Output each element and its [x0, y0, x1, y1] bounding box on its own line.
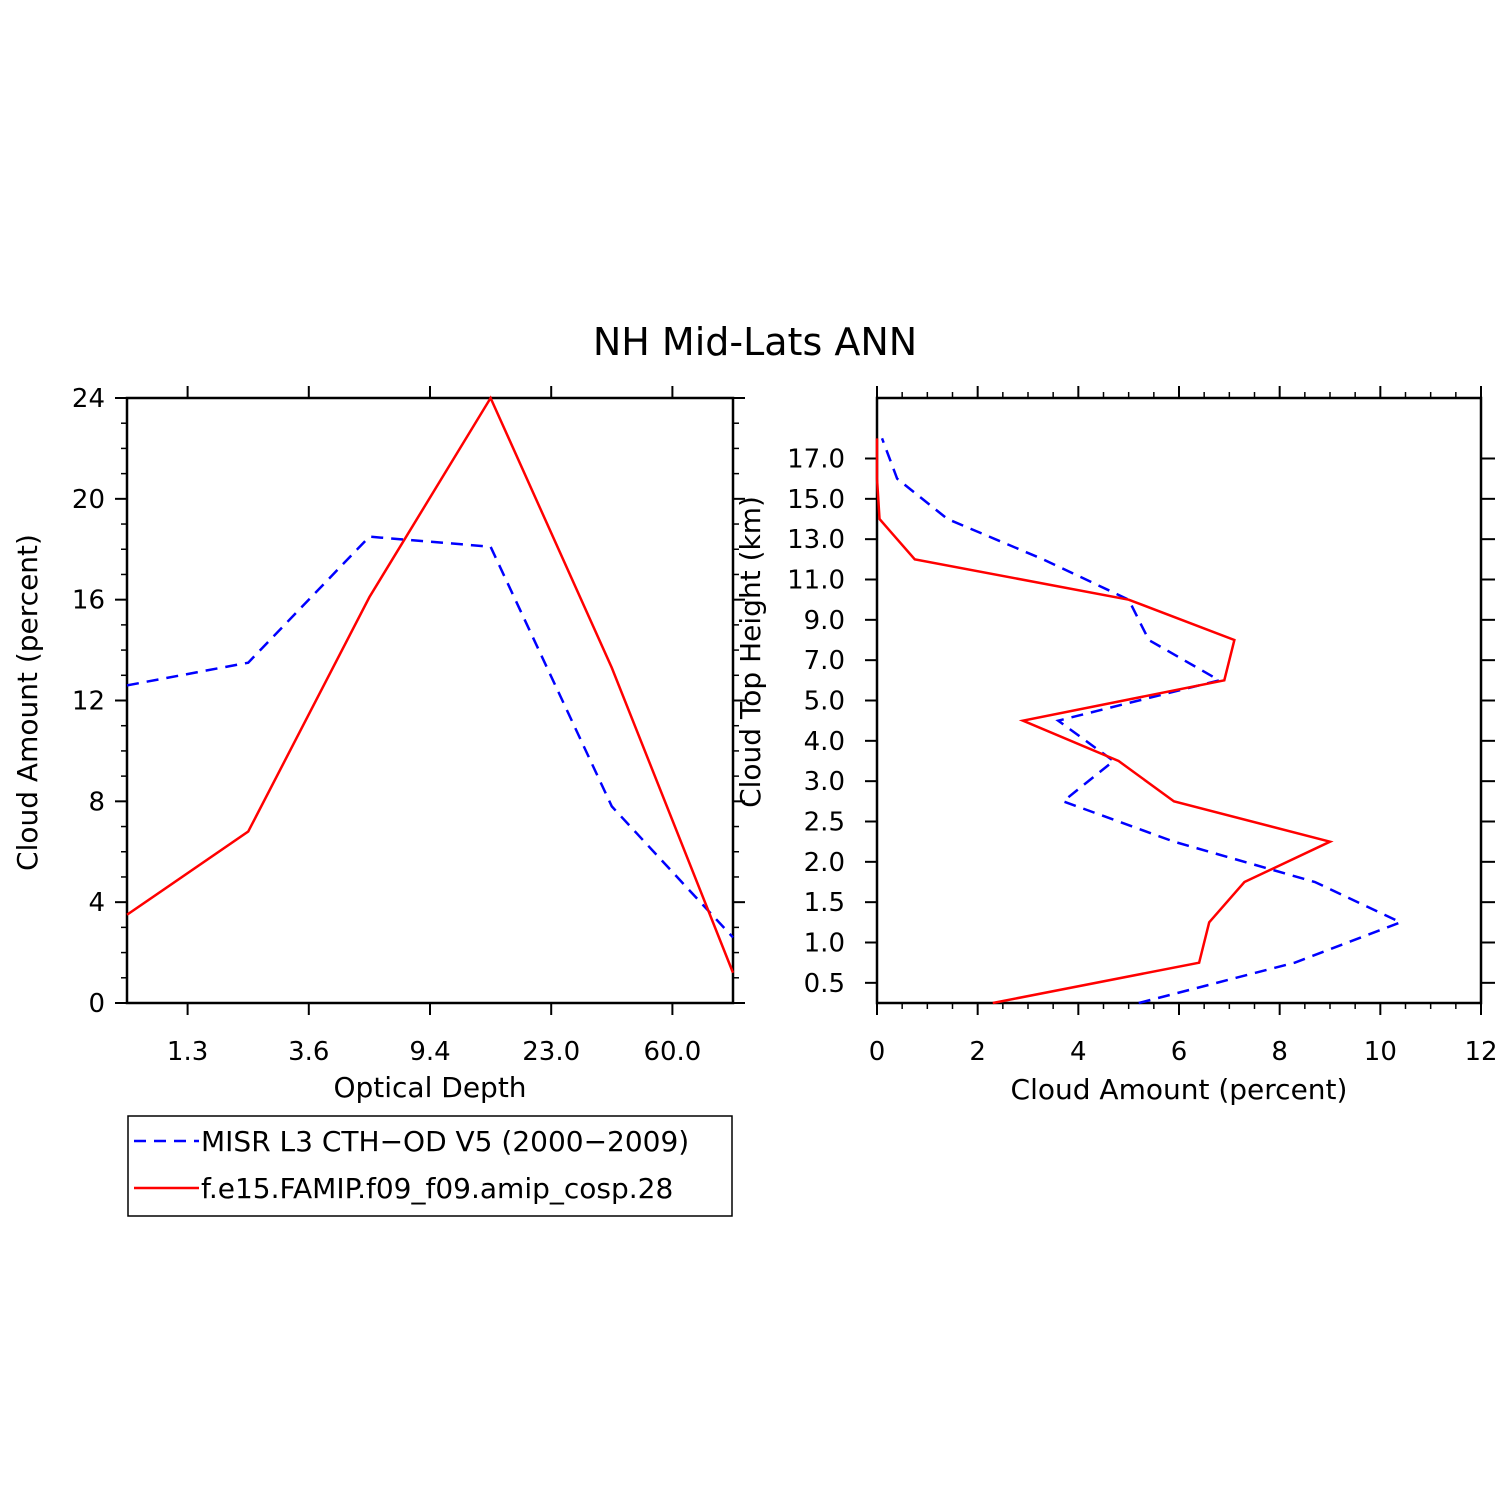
y-tick-label: 13.0	[787, 525, 845, 555]
x-tick-label: 4	[1070, 1037, 1087, 1067]
x-axis-label: Cloud Amount (percent)	[1011, 1073, 1348, 1106]
plot-frame	[125, 396, 735, 1005]
x-tick-label: 0	[869, 1037, 886, 1067]
cloud-top-height-panel: 0 2 4 6 8 10 12 0.5 1.0 1.5 2.0 2.5 3.0 4.0 5.0 7.0 9.0 1…	[734, 386, 1498, 1106]
y-axis-label: Cloud Top Height (km)	[734, 496, 767, 808]
y-tick-label: 4	[88, 888, 105, 918]
y-tick-label: 0.5	[804, 969, 845, 999]
legend-label-model: f.e15.FAMIP.f09_f09.amip_cosp.28	[201, 1172, 673, 1205]
series-line-model	[875, 438, 1334, 1005]
x-tick-label: 3.6	[288, 1037, 329, 1067]
x-tick-label: 2	[969, 1037, 986, 1067]
x-tick-label: 1.3	[167, 1037, 208, 1067]
y-tick-label: 1.5	[804, 888, 845, 918]
x-tick-label: 60.0	[643, 1037, 701, 1067]
y-tick-label: 5.0	[804, 687, 845, 717]
y-tick-label: 7.0	[804, 646, 845, 676]
figure-title: NH Mid-Lats ANN	[593, 320, 917, 364]
y-tick-label: 2.0	[804, 848, 845, 878]
legend-label-obs: MISR L3 CTH−OD V5 (2000−2009)	[201, 1125, 689, 1158]
y-tick-label: 20	[72, 485, 105, 515]
y-tick-label: 3.0	[804, 767, 845, 797]
series-line-model	[126, 395, 735, 974]
series-line-obs	[126, 535, 734, 939]
x-tick-label: 23.0	[522, 1037, 580, 1067]
y-tick-label: 1.0	[804, 929, 845, 959]
x-tick-label: 12	[1464, 1037, 1497, 1067]
legend: MISR L3 CTH−OD V5 (2000−2009) f.e15.FAMI…	[127, 1115, 733, 1217]
x-tick-label: 9.4	[409, 1037, 450, 1067]
y-tick-label: 15.0	[787, 485, 845, 515]
y-tick-label: 24	[72, 384, 105, 414]
y-tick-label: 0	[88, 989, 105, 1019]
x-tick-label: 10	[1364, 1037, 1397, 1067]
optical-depth-panel: 0 4 8 12 16 20 24 1.3 3.6 9.4 23.0 60.0 Optical Dept…	[11, 384, 745, 1104]
y-tick-label: 8	[88, 787, 105, 817]
y-tick-label: 17.0	[787, 445, 845, 475]
plot-frame	[875, 396, 1483, 1005]
y-tick-label: 16	[72, 586, 105, 616]
x-tick-label: 6	[1171, 1037, 1188, 1067]
y-axis-label: Cloud Amount (percent)	[11, 534, 44, 871]
y-tick-label: 9.0	[804, 606, 845, 636]
x-axis-label: Optical Depth	[333, 1071, 526, 1104]
x-tick-label: 8	[1271, 1037, 1288, 1067]
y-tick-label: 11.0	[787, 566, 845, 596]
series-line-obs	[880, 437, 1404, 1005]
y-tick-label: 12	[72, 687, 105, 717]
legend-box	[127, 1115, 733, 1217]
y-tick-label: 4.0	[804, 727, 845, 757]
y-tick-label: 2.5	[804, 808, 845, 838]
